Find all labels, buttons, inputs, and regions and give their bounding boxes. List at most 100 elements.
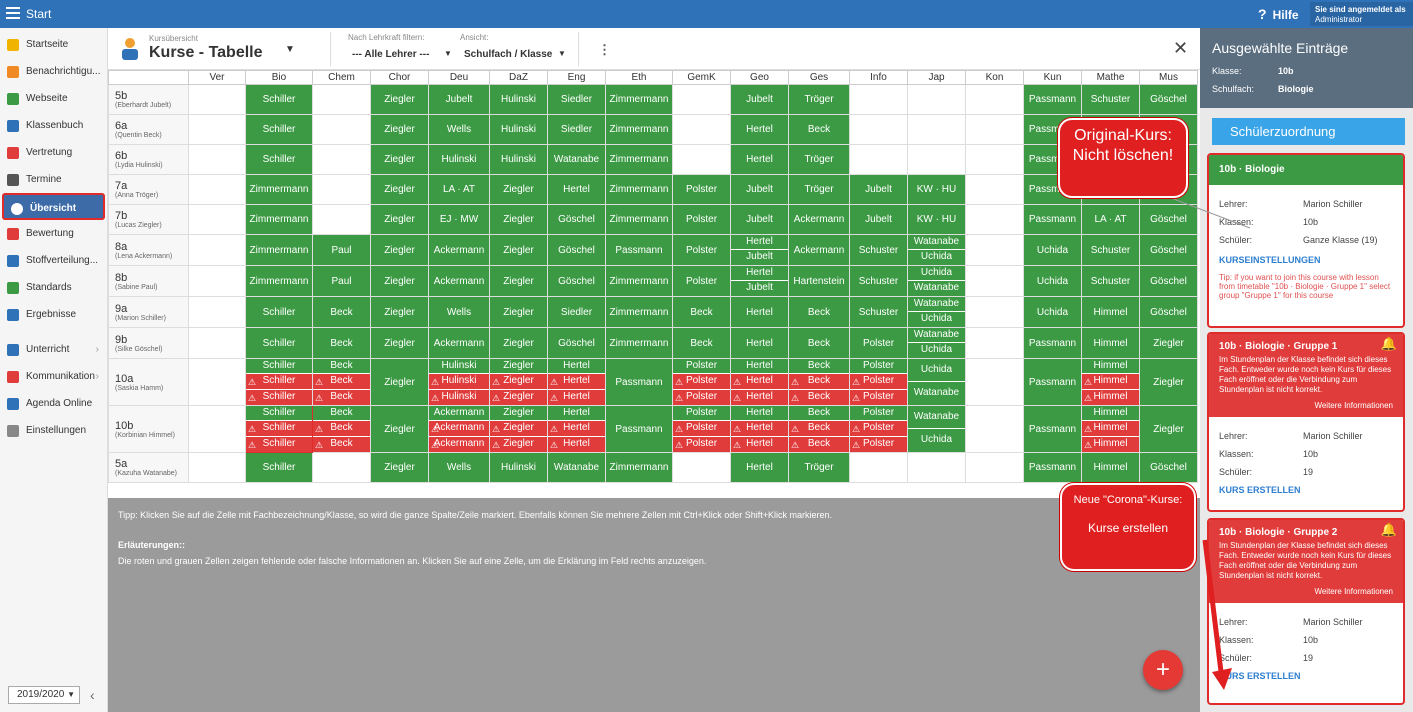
- course-cell[interactable]: Zimmermann: [605, 265, 673, 297]
- course-subcell[interactable]: ⚠ Ackermann: [429, 436, 489, 452]
- course-cell[interactable]: Jubelt: [849, 204, 908, 235]
- course-cell[interactable]: Hulinski: [489, 452, 548, 483]
- course-cell[interactable]: Zimmermann: [605, 144, 673, 175]
- course-cell[interactable]: Schiller ⚠ Schiller ⚠ Schiller: [245, 358, 313, 406]
- column-header[interactable]: Ges: [788, 70, 850, 85]
- course-subcell[interactable]: ⚠ Schiller: [246, 421, 312, 437]
- course-subcell[interactable]: Schiller: [246, 359, 312, 375]
- course-cell[interactable]: Uchida: [1023, 234, 1082, 266]
- course-cell[interactable]: Zimmermann: [605, 114, 673, 145]
- course-cell[interactable]: Schuster: [849, 296, 908, 328]
- course-cell[interactable]: Schiller: [245, 452, 313, 483]
- course-cell[interactable]: Hulinski: [489, 84, 548, 115]
- course-subcell[interactable]: Watanabe: [908, 297, 965, 312]
- course-cell[interactable]: Hertel ⚠ Hertel ⚠ Hertel: [730, 405, 789, 453]
- course-cell[interactable]: [849, 452, 908, 483]
- column-header[interactable]: Eng: [547, 70, 606, 85]
- course-cell[interactable]: Göschel: [547, 265, 606, 297]
- course-cell[interactable]: Hertel: [730, 327, 789, 359]
- course-subcell[interactable]: ⚠ Beck: [313, 436, 370, 452]
- class-header[interactable]: 9a (Marion Schiller): [108, 296, 189, 328]
- course-subcell[interactable]: Beck: [313, 406, 370, 422]
- course-cell[interactable]: LA · AT: [428, 174, 490, 205]
- course-cell[interactable]: Göschel: [1139, 296, 1198, 328]
- course-cell[interactable]: Hulinski ⚠ Hulinski ⚠ Hulinski: [428, 358, 490, 406]
- column-header[interactable]: Chem: [312, 70, 371, 85]
- course-cell[interactable]: [188, 265, 246, 297]
- course-cell[interactable]: [907, 452, 966, 483]
- course-cell[interactable]: Siedler: [547, 114, 606, 145]
- create-course-button[interactable]: KURS ERSTELLEN: [1219, 485, 1301, 495]
- class-header[interactable]: 8a (Lena Ackermann): [108, 234, 189, 266]
- course-subcell[interactable]: Hertel: [731, 235, 788, 250]
- course-subcell[interactable]: Hertel: [731, 406, 788, 422]
- course-cell[interactable]: Tröger: [788, 174, 850, 205]
- course-subcell[interactable]: ⚠ Polster: [850, 421, 907, 437]
- course-subcell[interactable]: Uchida: [908, 312, 965, 327]
- course-cell[interactable]: Göschel: [547, 234, 606, 266]
- sidebar-item-5[interactable]: Termine: [0, 166, 107, 193]
- course-cell[interactable]: Göschel: [547, 204, 606, 235]
- title-caret-down-icon[interactable]: ▼: [285, 44, 295, 55]
- course-cell[interactable]: Passmann: [1023, 452, 1082, 483]
- column-header[interactable]: DaZ: [489, 70, 548, 85]
- course-subcell[interactable]: Hertel: [548, 359, 605, 375]
- course-subcell[interactable]: ⚠ Beck: [789, 436, 849, 452]
- course-subcell[interactable]: Polster: [850, 406, 907, 422]
- course-subcell[interactable]: Himmel: [1082, 406, 1139, 422]
- course-subcell[interactable]: ⚠ Polster: [673, 374, 730, 390]
- class-header[interactable]: 5b (Eberhardt Jubelt): [108, 84, 189, 115]
- course-cell[interactable]: Polster: [672, 204, 731, 235]
- column-header[interactable]: Jap: [907, 70, 966, 85]
- course-cell[interactable]: Schuster: [1081, 265, 1140, 297]
- course-cell[interactable]: Göschel: [1139, 265, 1198, 297]
- course-cell[interactable]: Schiller: [245, 327, 313, 359]
- course-cell[interactable]: Ziegler: [1139, 405, 1198, 453]
- course-cell[interactable]: Paul: [312, 234, 371, 266]
- course-subcell[interactable]: ⚠ Polster: [673, 421, 730, 437]
- course-subcell[interactable]: Beck: [789, 406, 849, 422]
- course-cell[interactable]: [907, 144, 966, 175]
- course-cell[interactable]: Watanabe: [547, 452, 606, 483]
- more-options-icon[interactable]: ⋮: [598, 42, 611, 57]
- course-cell[interactable]: [965, 452, 1024, 483]
- course-cell[interactable]: Ziegler: [370, 204, 429, 235]
- course-cell[interactable]: [965, 327, 1024, 359]
- course-cell[interactable]: Hertel Jubelt: [730, 234, 789, 266]
- course-cell[interactable]: KW · HU: [907, 204, 966, 235]
- course-cell[interactable]: Schuster: [1081, 234, 1140, 266]
- course-cell[interactable]: Polster: [672, 234, 731, 266]
- column-header[interactable]: Mus: [1139, 70, 1198, 85]
- course-subcell[interactable]: ⚠ Himmel: [1082, 374, 1139, 390]
- course-cell[interactable]: Ziegler: [489, 174, 548, 205]
- course-subcell[interactable]: ⚠ Ziegler: [490, 374, 547, 390]
- course-cell[interactable]: Polster: [672, 174, 731, 205]
- course-cell[interactable]: [965, 405, 1024, 453]
- course-cell[interactable]: Passmann: [1023, 358, 1082, 406]
- course-subcell[interactable]: Uchida: [908, 250, 965, 265]
- course-subcell[interactable]: ⚠ Hertel: [731, 374, 788, 390]
- course-cell[interactable]: [312, 84, 371, 115]
- course-cell[interactable]: Hertel: [730, 144, 789, 175]
- course-cell[interactable]: [672, 144, 731, 175]
- course-subcell[interactable]: Ziegler: [490, 359, 547, 375]
- course-cell[interactable]: Ziegler: [370, 327, 429, 359]
- class-header[interactable]: 10a (Saskia Hamm): [108, 358, 189, 406]
- sidebar-item-7[interactable]: Bewertung: [0, 220, 107, 247]
- course-cell[interactable]: [188, 234, 246, 266]
- course-cell[interactable]: Beck ⚠ Beck ⚠ Beck: [312, 405, 371, 453]
- course-cell[interactable]: [849, 84, 908, 115]
- course-cell[interactable]: Ackermann ⚠ Ackermann ⚠ Ackermann: [428, 405, 490, 453]
- course-cell[interactable]: Schuster: [849, 265, 908, 297]
- course-cell[interactable]: Ziegler: [370, 84, 429, 115]
- course-cell[interactable]: Ackermann: [428, 265, 490, 297]
- sidebar-item-3[interactable]: Klassenbuch: [0, 112, 107, 139]
- course-cell[interactable]: Ziegler: [1139, 358, 1198, 406]
- course-subcell[interactable]: Watanabe: [908, 328, 965, 343]
- course-cell[interactable]: Hertel: [547, 174, 606, 205]
- course-cell[interactable]: Polster: [849, 327, 908, 359]
- course-subcell[interactable]: Schiller: [246, 406, 312, 422]
- class-header[interactable]: 7b (Lucas Ziegler): [108, 204, 189, 235]
- create-course-button[interactable]: KURS ERSTELLEN: [1219, 671, 1301, 681]
- sidebar-item-10[interactable]: Ergebnisse: [0, 301, 107, 328]
